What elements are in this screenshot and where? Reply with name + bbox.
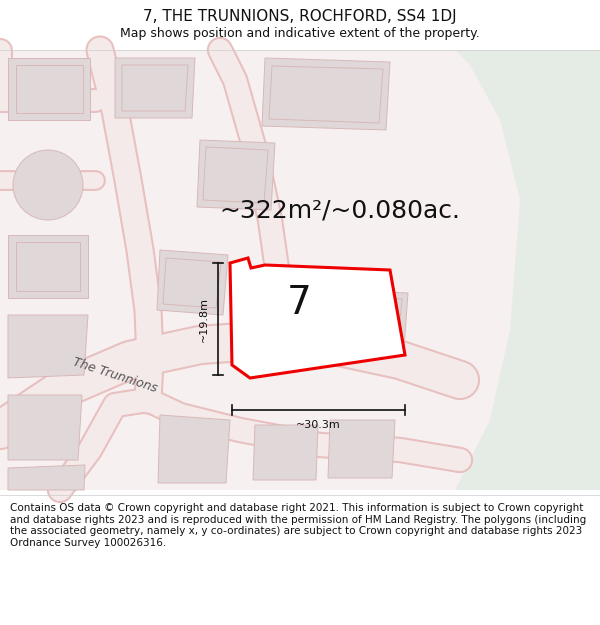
Circle shape [13,150,83,220]
Polygon shape [230,258,405,378]
Polygon shape [163,258,221,308]
Polygon shape [262,58,390,130]
Polygon shape [16,65,83,113]
Polygon shape [8,58,90,120]
Text: ~30.3m: ~30.3m [296,420,341,430]
Polygon shape [203,147,268,203]
Polygon shape [269,66,383,123]
Polygon shape [253,425,318,480]
Polygon shape [347,296,402,342]
Bar [0,50,600,490]
Polygon shape [342,290,408,348]
Text: The Trunnions: The Trunnions [71,355,159,395]
Text: ~19.8m: ~19.8m [199,296,209,341]
Polygon shape [115,58,195,118]
Polygon shape [455,50,600,490]
Polygon shape [16,242,80,291]
Polygon shape [8,235,88,298]
Text: Contains OS data © Crown copyright and database right 2021. This information is : Contains OS data © Crown copyright and d… [10,503,586,548]
Polygon shape [8,315,88,378]
Polygon shape [328,420,395,478]
Polygon shape [157,250,228,315]
Text: 7: 7 [286,284,311,322]
Polygon shape [197,140,275,210]
Polygon shape [8,395,82,460]
Polygon shape [8,465,85,490]
Text: ~322m²/~0.080ac.: ~322m²/~0.080ac. [220,198,461,222]
Polygon shape [158,415,230,483]
Text: Map shows position and indicative extent of the property.: Map shows position and indicative extent… [120,26,480,39]
Text: 7, THE TRUNNIONS, ROCHFORD, SS4 1DJ: 7, THE TRUNNIONS, ROCHFORD, SS4 1DJ [143,9,457,24]
Polygon shape [122,65,188,111]
